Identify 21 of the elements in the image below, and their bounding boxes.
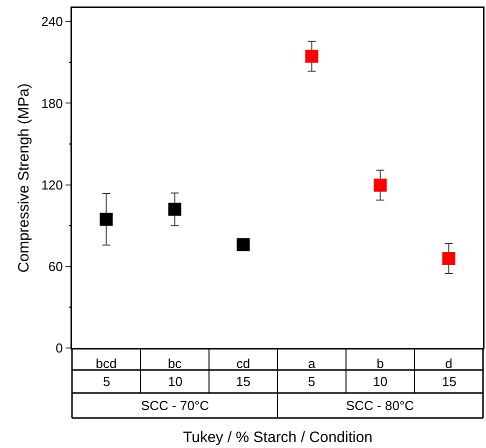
y-tick-label: 60: [48, 258, 63, 274]
text: 5: [308, 374, 316, 389]
text: SCC - 80°C: [346, 398, 414, 413]
y-tick-label: 0: [56, 340, 63, 356]
x-tick-label: b: [376, 356, 384, 372]
x-tick-label: cd: [236, 356, 250, 372]
text: SCC - 70°C: [141, 398, 210, 413]
y-tick-label: 120: [41, 177, 63, 192]
y-tick-label: 240: [41, 14, 63, 30]
text: 10: [373, 374, 388, 389]
y-axis-title: Compressive Strengh (MPa): [16, 83, 33, 273]
x-tick-label: bc: [168, 356, 182, 372]
x-tick-label: d: [445, 356, 452, 372]
text: 15: [236, 374, 250, 389]
y-tick-label: 180: [41, 96, 63, 111]
x-axis-title: Tukey / % Starch / Condition: [183, 429, 373, 446]
x-tick-label: a: [308, 356, 316, 372]
text: 5: [103, 374, 110, 389]
x-tick-label: bcd: [96, 356, 117, 372]
text: 15: [442, 374, 456, 389]
text: 10: [168, 374, 182, 389]
